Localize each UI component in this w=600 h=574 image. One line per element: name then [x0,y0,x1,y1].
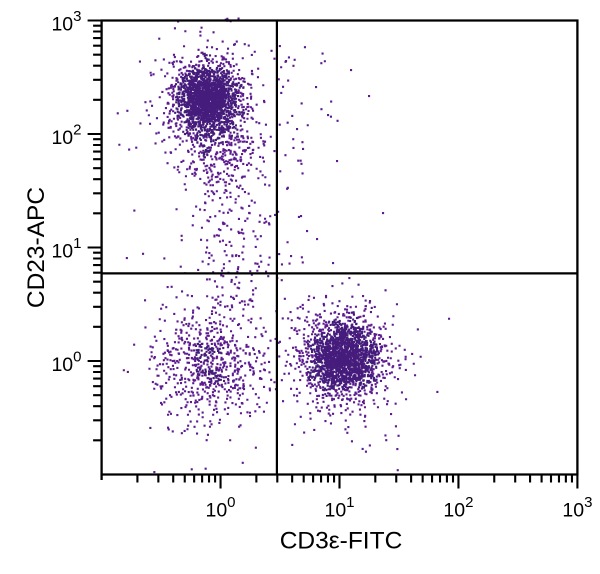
svg-text:CD3ε-FITC: CD3ε-FITC [280,528,403,555]
svg-text:CD23-APC: CD23-APC [23,187,50,308]
